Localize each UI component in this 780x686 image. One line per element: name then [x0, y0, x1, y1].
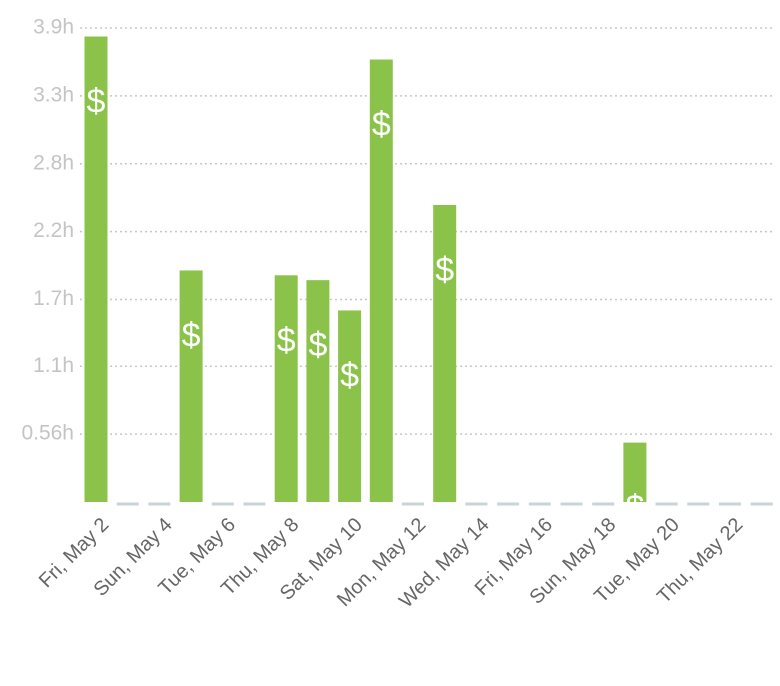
billable-icon: $	[182, 316, 201, 354]
bar	[623, 442, 647, 502]
billable-icon: $	[625, 489, 644, 527]
bar	[338, 310, 362, 502]
y-tick-label: 3.3h	[33, 83, 74, 106]
bar	[274, 275, 298, 502]
billable-icon: $	[308, 326, 327, 364]
bar	[306, 280, 330, 502]
y-tick-label: 1.7h	[33, 287, 74, 310]
billable-icon: $	[435, 251, 454, 289]
bar	[369, 59, 393, 502]
billable-icon: $	[372, 106, 391, 144]
bars: $ $ $ $ $ $ $ $	[84, 36, 647, 527]
billable-icon: $	[340, 356, 359, 394]
y-tick-label: 0.56h	[21, 422, 74, 445]
y-tick-label: 2.2h	[33, 219, 74, 242]
bar	[84, 36, 108, 502]
bar	[179, 270, 203, 502]
billable-icon: $	[277, 321, 296, 359]
y-tick-label: 1.1h	[33, 354, 74, 377]
y-tick-label: 3.9h	[33, 16, 74, 39]
bar	[433, 204, 457, 502]
billable-icon: $	[87, 82, 106, 120]
y-tick-label: 2.8h	[33, 151, 74, 174]
